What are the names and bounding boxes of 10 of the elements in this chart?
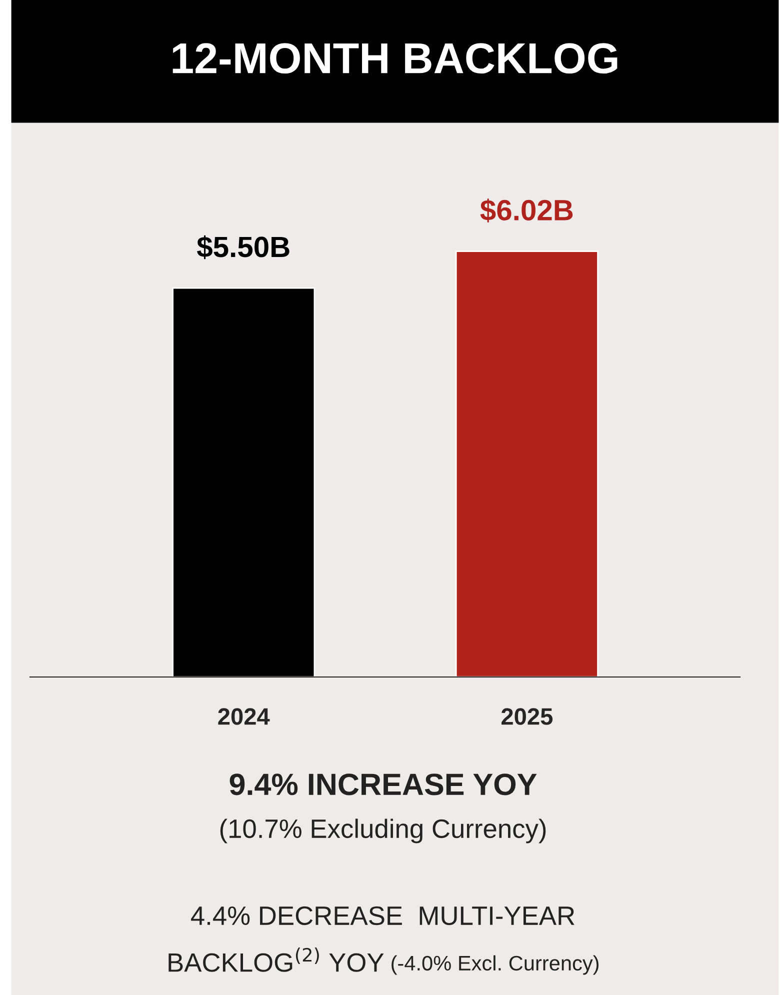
data-label: $5.50B: [196, 235, 290, 260]
text: (10.7% Excluding Currency): [220, 818, 546, 844]
text: (-4.0% Excl. Currency): [392, 955, 599, 975]
text: 9.4% INCREASE YOY: [230, 774, 537, 796]
chart-title: 12-MONTH BACKLOG: [172, 43, 618, 74]
data-label: $6.02B: [480, 198, 573, 222]
x-tick-label: 2024: [218, 708, 270, 725]
x-tick-label: 2025: [502, 708, 553, 725]
text: BACKLOG$^{(2)}$ YOY: [168, 948, 384, 972]
text: 4.4% DECREASE MULTI-YEAR: [191, 906, 574, 926]
